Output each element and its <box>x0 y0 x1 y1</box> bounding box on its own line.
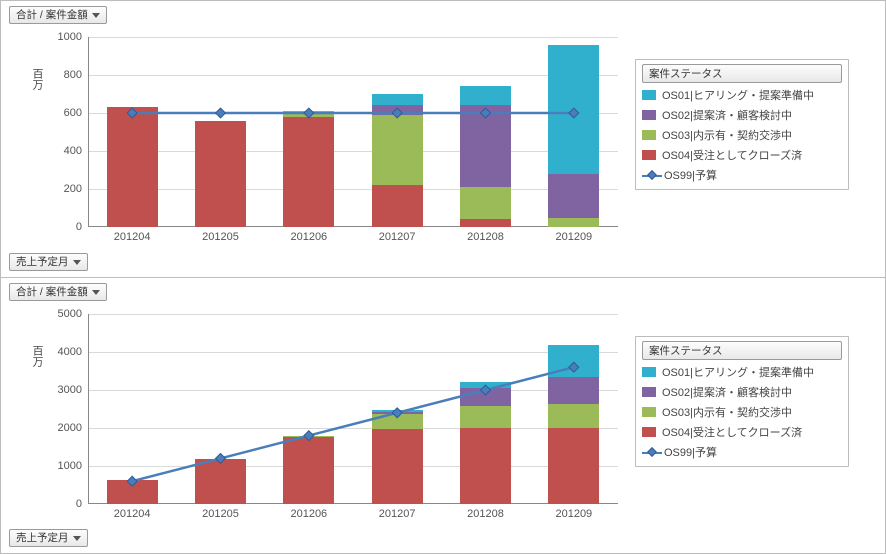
y-tick-label: 400 <box>64 145 88 157</box>
legend-swatch-icon <box>642 90 656 100</box>
plot-area-1: 0200400600800100020120420120520120620120… <box>88 37 618 227</box>
legend-item-os01[interactable]: OS01|ヒアリング・提案準備中 <box>642 87 842 103</box>
legend-line-swatch-icon <box>642 446 662 458</box>
legend-label: OS01|ヒアリング・提案準備中 <box>662 87 814 103</box>
xaxis-label: 売上予定月 <box>16 530 69 546</box>
x-tick-label: 201209 <box>555 227 592 243</box>
legend-label: OS02|提案済・顧客検討中 <box>662 107 792 123</box>
legend-item-os02[interactable]: OS02|提案済・顧客検討中 <box>642 107 842 123</box>
diamond-marker-icon <box>569 362 579 372</box>
legend-label: OS99|予算 <box>664 444 717 460</box>
legend-item-os03[interactable]: OS03|内示有・契約交渉中 <box>642 127 842 143</box>
legend-label: OS99|予算 <box>664 167 717 183</box>
y-tick-label: 800 <box>64 69 88 81</box>
legend-label: OS03|内示有・契約交渉中 <box>662 404 792 420</box>
y-axis-unit-2: 百万 <box>29 345 45 367</box>
x-tick-label: 201205 <box>202 504 239 520</box>
x-tick-label: 201209 <box>555 504 592 520</box>
xaxis-button-2[interactable]: 売上予定月 <box>9 529 88 547</box>
legend-item-os99[interactable]: OS99|予算 <box>642 167 842 183</box>
chevron-down-icon <box>92 290 100 295</box>
legend-item-os04[interactable]: OS04|受注としてクローズ済 <box>642 424 842 440</box>
legend-label: OS01|ヒアリング・提案準備中 <box>662 364 814 380</box>
legend-line-swatch-icon <box>642 169 662 181</box>
chevron-down-icon <box>92 13 100 18</box>
legend-2: 案件ステータス OS01|ヒアリング・提案準備中 OS02|提案済・顧客検討中 OS0… <box>635 336 849 467</box>
y-axis-unit-1: 百万 <box>29 68 45 90</box>
y-tick-label: 1000 <box>58 31 88 43</box>
y-tick-label: 1000 <box>58 460 88 472</box>
legend-swatch-icon <box>642 110 656 120</box>
legend-title-label: 案件ステータス <box>649 66 723 81</box>
chart-title-button-1[interactable]: 合計 / 案件金額 <box>9 6 107 24</box>
legend-label: OS04|受注としてクローズ済 <box>662 147 802 163</box>
legend-item-os99[interactable]: OS99|予算 <box>642 444 842 460</box>
xaxis-button-1[interactable]: 売上予定月 <box>9 253 88 271</box>
legend-label: OS02|提案済・顧客検討中 <box>662 384 792 400</box>
legend-item-os04[interactable]: OS04|受注としてクローズ済 <box>642 147 842 163</box>
legend-swatch-icon <box>642 367 656 377</box>
diamond-marker-icon <box>392 108 402 118</box>
legend-item-os02[interactable]: OS02|提案済・顧客検討中 <box>642 384 842 400</box>
diamond-marker-icon <box>392 408 402 418</box>
legend-swatch-icon <box>642 427 656 437</box>
x-tick-label: 201208 <box>467 227 504 243</box>
diamond-marker-icon <box>127 108 137 118</box>
diamond-marker-icon <box>481 108 491 118</box>
legend-label: OS04|受注としてクローズ済 <box>662 424 802 440</box>
x-tick-label: 201204 <box>114 227 151 243</box>
diamond-marker-icon <box>481 385 491 395</box>
legend-title-button[interactable]: 案件ステータス <box>642 64 842 83</box>
y-tick-label: 5000 <box>58 308 88 320</box>
y-tick-label: 2000 <box>58 422 88 434</box>
y-tick-label: 200 <box>64 183 88 195</box>
diamond-marker-icon <box>304 431 314 441</box>
chart-panel-1: 合計 / 案件金額 百万 020040060080010002012042012… <box>0 0 886 277</box>
chart-title-label: 合計 / 案件金額 <box>16 7 88 23</box>
legend-1: 案件ステータス OS01|ヒアリング・提案準備中 OS02|提案済・顧客検討中 OS0… <box>635 59 849 190</box>
budget-line <box>88 37 618 227</box>
y-tick-label: 0 <box>76 498 88 510</box>
x-tick-label: 201206 <box>290 227 327 243</box>
diamond-marker-icon <box>569 108 579 118</box>
legend-swatch-icon <box>642 387 656 397</box>
xaxis-label: 売上予定月 <box>16 254 69 270</box>
y-tick-label: 4000 <box>58 346 88 358</box>
y-tick-label: 600 <box>64 107 88 119</box>
chart-panel-2: 合計 / 案件金額 百万 010002000300040005000201204… <box>0 277 886 554</box>
y-tick-label: 0 <box>76 221 88 233</box>
x-tick-label: 201204 <box>114 504 151 520</box>
chart-title-button-2[interactable]: 合計 / 案件金額 <box>9 283 107 301</box>
diamond-marker-icon <box>216 108 226 118</box>
plot-area-2: 0100020003000400050002012042012052012062… <box>88 314 618 504</box>
x-tick-label: 201208 <box>467 504 504 520</box>
legend-title-button[interactable]: 案件ステータス <box>642 341 842 360</box>
x-tick-label: 201205 <box>202 227 239 243</box>
x-tick-label: 201206 <box>290 504 327 520</box>
legend-swatch-icon <box>642 130 656 140</box>
chart-title-label: 合計 / 案件金額 <box>16 284 88 300</box>
diamond-marker-icon <box>127 476 137 486</box>
diamond-marker-icon <box>304 108 314 118</box>
budget-line <box>88 314 618 504</box>
y-tick-label: 3000 <box>58 384 88 396</box>
legend-title-label: 案件ステータス <box>649 343 723 358</box>
diamond-marker-icon <box>216 453 226 463</box>
x-tick-label: 201207 <box>379 227 416 243</box>
legend-item-os03[interactable]: OS03|内示有・契約交渉中 <box>642 404 842 420</box>
legend-label: OS03|内示有・契約交渉中 <box>662 127 792 143</box>
x-tick-label: 201207 <box>379 504 416 520</box>
legend-swatch-icon <box>642 150 656 160</box>
chevron-down-icon <box>73 260 81 265</box>
legend-item-os01[interactable]: OS01|ヒアリング・提案準備中 <box>642 364 842 380</box>
chevron-down-icon <box>73 536 81 541</box>
legend-swatch-icon <box>642 407 656 417</box>
